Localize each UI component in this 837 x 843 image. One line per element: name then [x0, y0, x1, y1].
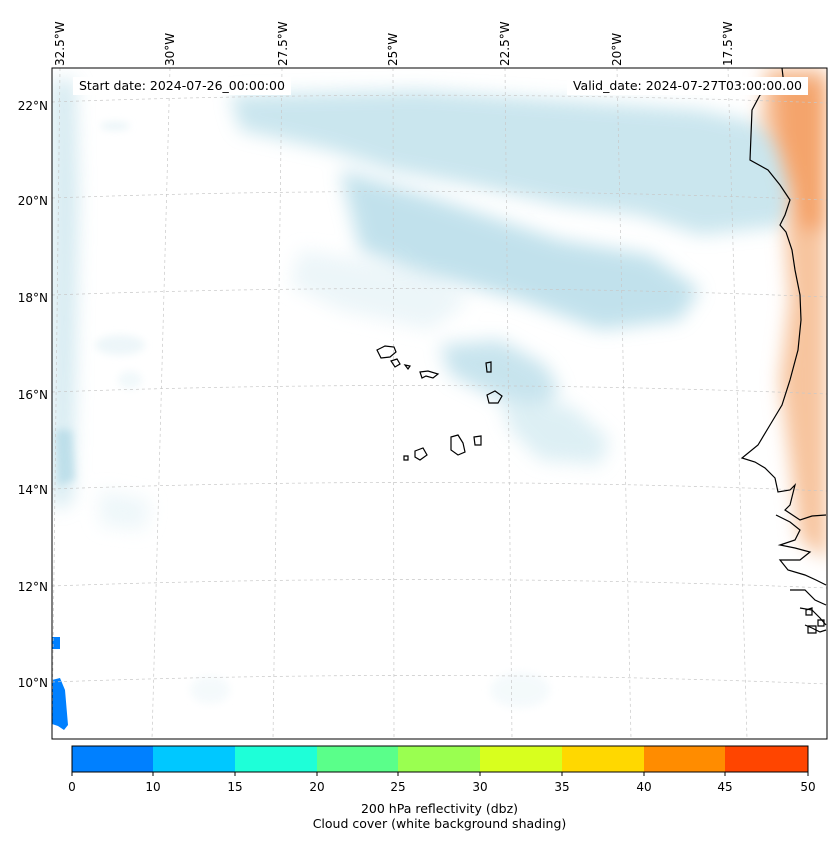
- valid-date-label: Valid_date: 2024-07-27T03:00:00.00: [566, 77, 808, 95]
- coastlines: [376, 68, 827, 634]
- island-sal: [485, 361, 492, 373]
- lon-label-20w: 20°W: [610, 32, 624, 66]
- lat-label-14n: 14°N: [17, 483, 48, 497]
- colorbar-segment-4: [398, 746, 480, 772]
- island-sao-nicolau: [419, 370, 440, 379]
- colorbar-segment-8: [725, 746, 808, 772]
- lon-label-30w: 30°W: [163, 32, 177, 66]
- map-area: [52, 68, 827, 739]
- island-santa-luzia: [403, 364, 411, 371]
- lat-label-12n: 12°N: [17, 580, 48, 594]
- colorbar-tick-30: 30: [472, 780, 488, 794]
- colorbar-segment-1: [153, 746, 235, 772]
- colorbar-tick-15: 15: [227, 780, 243, 794]
- cloud-cover-shading: [52, 80, 800, 708]
- colorbar-segment-0: [72, 746, 154, 772]
- island-bijagos: [805, 607, 825, 634]
- colorbar-tick-50: 50: [800, 780, 816, 794]
- lon-label-32.5w: 32.5°W: [53, 21, 67, 66]
- colorbar-tick-25: 25: [390, 780, 406, 794]
- lon-label-25w: 25°W: [386, 32, 400, 66]
- colorbar: [71, 745, 809, 776]
- island-santiago: [450, 434, 466, 456]
- island-maio: [473, 435, 482, 446]
- island-fogo: [414, 447, 428, 461]
- colorbar-segment-7: [644, 746, 726, 772]
- lat-label-22n: 22°N: [17, 99, 48, 113]
- colorbar-segment-5: [480, 746, 562, 772]
- colorbar-segment-3: [317, 746, 399, 772]
- island-boa-vista: [486, 390, 503, 404]
- colorbar-tick-35: 35: [554, 780, 570, 794]
- lat-label-18n: 18°N: [17, 291, 48, 305]
- land-reflectivity-shading: [760, 68, 827, 560]
- reflectivity-patches: [52, 637, 68, 730]
- gridlines: [52, 68, 827, 739]
- africa-coastline: [740, 68, 827, 633]
- map-frame: [51, 67, 828, 740]
- lat-label-16n: 16°N: [17, 388, 48, 402]
- colorbar-segment-2: [235, 746, 317, 772]
- colorbar-tick-10: 10: [145, 780, 161, 794]
- colorbar-segment-6: [562, 746, 644, 772]
- start-date-label: Start date: 2024-07-26_00:00:00: [73, 77, 291, 95]
- colorbar-tick-0: 0: [68, 780, 76, 794]
- island-santo-antao: [376, 345, 397, 359]
- colorbar-tick-45: 45: [717, 780, 733, 794]
- lon-label-17.5w: 17.5°W: [721, 21, 735, 66]
- lat-label-10n: 10°N: [17, 676, 48, 690]
- colorbar-tick-40: 40: [636, 780, 652, 794]
- island-brava: [403, 455, 409, 461]
- colorbar-tick-20: 20: [309, 780, 325, 794]
- island-sao-vicente: [390, 358, 401, 368]
- colorbar-title: 200 hPa reflectivity (dbz): [360, 801, 519, 816]
- lat-label-20n: 20°N: [17, 194, 48, 208]
- lon-label-27.5w: 27.5°W: [276, 21, 290, 66]
- colorbar-subtitle: Cloud cover (white background shading): [312, 816, 567, 831]
- lon-label-22.5w: 22.5°W: [498, 21, 512, 66]
